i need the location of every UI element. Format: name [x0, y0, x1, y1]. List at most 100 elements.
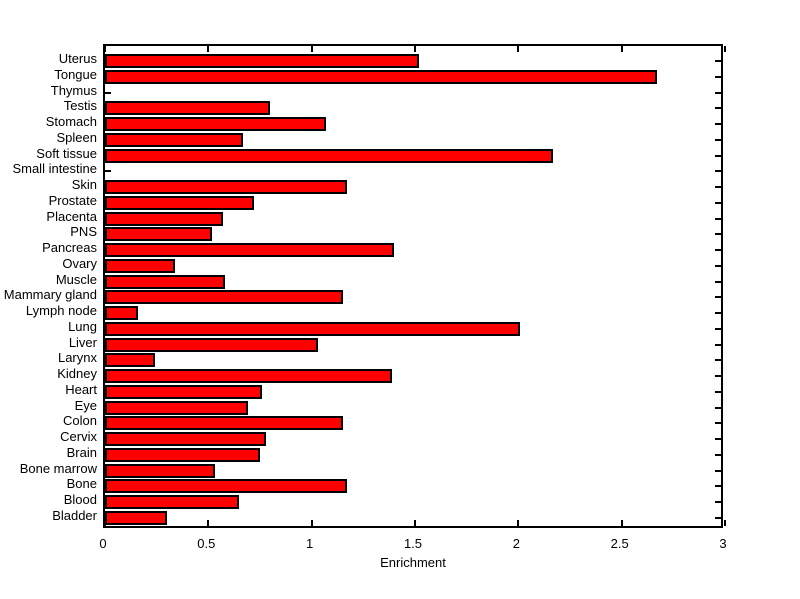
- y-tick-right: [715, 406, 721, 409]
- category-label-lymph-node: Lymph node: [25, 303, 97, 318]
- y-tick-right: [715, 516, 721, 519]
- x-tick-top: [414, 46, 416, 52]
- bar-liver: [105, 337, 318, 352]
- bar-pns: [105, 227, 213, 242]
- bar-eye: [105, 400, 248, 415]
- x-tick-label-3: 3: [719, 536, 727, 551]
- y-tick-right: [715, 453, 721, 456]
- category-label-placenta: Placenta: [46, 208, 97, 224]
- bar-colon: [105, 416, 343, 431]
- category-label-bone: Bone: [66, 476, 97, 492]
- bar-uterus: [105, 54, 420, 68]
- bar-lung: [105, 321, 521, 336]
- x-tick-bottom: [104, 520, 106, 526]
- category-label-bladder: Bladder: [52, 507, 97, 523]
- category-label-lung: Lung: [68, 318, 97, 334]
- x-tick-label-1: 1: [306, 536, 314, 551]
- y-tick-right: [715, 201, 721, 204]
- category-label-ovary: Ovary: [62, 255, 97, 271]
- y-tick-right: [715, 154, 721, 157]
- bar-stomach: [105, 117, 327, 131]
- y-tick-right: [715, 138, 721, 141]
- x-tick-label-2: 2: [512, 536, 520, 551]
- x-tick-label-0.5: 0.5: [197, 536, 216, 551]
- bar-ovary: [105, 258, 176, 273]
- x-tick-bottom: [620, 520, 623, 526]
- category-label-skin: Skin: [71, 177, 97, 192]
- category-label-small-intestine: Small intestine: [12, 161, 97, 177]
- y-tick-right: [715, 375, 721, 377]
- category-label-larynx: Larynx: [57, 350, 97, 366]
- y-tick-right: [715, 60, 721, 62]
- bar-kidney: [105, 369, 393, 383]
- y-tick-right: [715, 390, 721, 393]
- y-tick-right: [715, 469, 721, 472]
- bar-skin: [105, 180, 347, 194]
- y-tick-right: [715, 501, 721, 503]
- x-tick-label-1.5: 1.5: [403, 536, 423, 551]
- x-tick-bottom: [207, 520, 210, 526]
- bar-bladder: [105, 510, 167, 525]
- x-tick-top: [207, 46, 210, 52]
- y-tick-right: [715, 312, 721, 314]
- bar-spleen: [105, 132, 244, 147]
- bar-placenta: [105, 211, 223, 226]
- category-label-cervix: Cervix: [60, 429, 97, 444]
- category-label-tongue: Tongue: [54, 66, 97, 82]
- bar-heart: [105, 384, 263, 399]
- y-tick-right: [715, 91, 721, 94]
- plot-area: [103, 44, 726, 528]
- y-tick-right: [715, 280, 721, 283]
- bar-cervix: [105, 432, 267, 446]
- bar-testis: [105, 101, 271, 116]
- y-tick-left: [105, 170, 111, 173]
- category-label-liver: Liver: [68, 334, 97, 350]
- y-tick-right: [715, 438, 721, 440]
- y-tick-right: [715, 296, 721, 299]
- y-tick-right: [715, 170, 721, 173]
- category-label-soft-tissue: Soft tissue: [36, 145, 97, 161]
- category-label-blood: Blood: [63, 492, 97, 507]
- y-tick-right: [715, 327, 721, 330]
- y-tick-right: [715, 107, 721, 110]
- x-axis-label: Enrichment: [380, 555, 446, 570]
- x-tick-bottom: [310, 520, 313, 526]
- y-tick-left: [105, 91, 111, 94]
- y-tick-right: [715, 249, 721, 251]
- x-tick-label-2.5: 2.5: [610, 536, 629, 551]
- bar-mammary-gland: [105, 290, 343, 305]
- x-tick-top: [104, 46, 106, 52]
- y-tick-right: [715, 217, 721, 220]
- y-tick-right: [715, 233, 721, 236]
- x-tick-top: [724, 46, 726, 52]
- category-label-mammary-gland: Mammary gland: [3, 287, 97, 303]
- category-label-thymus: Thymus: [50, 82, 97, 98]
- y-tick-right: [715, 343, 721, 346]
- bar-pancreas: [105, 243, 395, 257]
- category-label-pns: PNS: [70, 224, 97, 240]
- y-tick-right: [715, 186, 721, 188]
- bar-lymph-node: [105, 306, 139, 320]
- category-label-colon: Colon: [63, 413, 97, 429]
- y-tick-right: [715, 359, 721, 362]
- category-label-prostate: Prostate: [48, 192, 97, 208]
- bar-muscle: [105, 274, 225, 289]
- bar-tongue: [105, 69, 657, 84]
- category-label-pancreas: Pancreas: [42, 240, 97, 255]
- bar-brain: [105, 447, 260, 462]
- x-tick-label-0: 0: [99, 536, 107, 551]
- category-label-brain: Brain: [66, 444, 97, 460]
- category-label-eye: Eye: [74, 397, 97, 413]
- bar-larynx: [105, 353, 155, 368]
- x-tick-bottom: [414, 520, 416, 526]
- x-tick-bottom: [724, 520, 726, 526]
- category-label-uterus: Uterus: [58, 51, 97, 66]
- category-label-stomach: Stomach: [45, 114, 97, 129]
- bar-bone: [105, 479, 347, 494]
- y-tick-right: [715, 123, 721, 125]
- x-tick-top: [620, 46, 623, 52]
- x-tick-bottom: [517, 520, 520, 526]
- y-tick-right: [715, 485, 721, 488]
- y-tick-right: [715, 75, 721, 78]
